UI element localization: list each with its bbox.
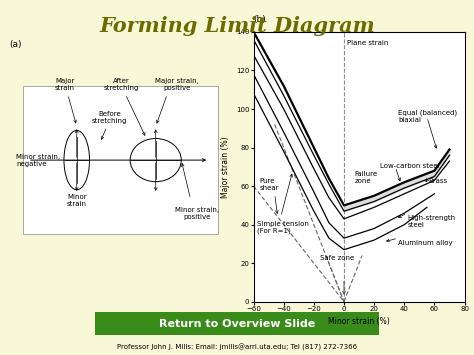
Text: Brass: Brass [428,179,447,184]
Text: (a): (a) [9,40,22,49]
Text: Failure
zone: Failure zone [355,171,378,184]
Text: Return to Overview Slide: Return to Overview Slide [159,319,315,329]
Text: Minor strain,
positive: Minor strain, positive [175,207,219,220]
Text: Pure
shear: Pure shear [260,179,279,191]
Text: Before
stretching: Before stretching [91,111,127,124]
Y-axis label: Major strain (%): Major strain (%) [221,136,230,198]
Text: (b): (b) [254,15,266,24]
Text: Aluminum alloy: Aluminum alloy [398,240,453,246]
Text: Minor
strain: Minor strain [67,194,87,207]
Text: Major
strain: Major strain [55,78,76,123]
Text: Simple tension
(For R=1): Simple tension (For R=1) [256,221,309,234]
Text: Plane strain: Plane strain [347,40,388,46]
X-axis label: Minor strain (%): Minor strain (%) [328,317,390,327]
Text: Major strain,
positive: Major strain, positive [155,78,199,91]
Text: Forming Limit Diagram: Forming Limit Diagram [99,16,375,36]
Text: After
stretching: After stretching [103,78,145,135]
Text: High-strength
steel: High-strength steel [407,215,456,228]
Text: Low-carbon steel: Low-carbon steel [380,163,440,169]
Text: Safe zone: Safe zone [320,256,354,262]
FancyBboxPatch shape [23,86,219,234]
Text: Professor John J. Mills: Email: jmills@arri.uta.edu; Tel (817) 272-7366: Professor John J. Mills: Email: jmills@a… [117,344,357,351]
Text: Equal (balanced)
biaxial: Equal (balanced) biaxial [398,109,457,122]
Text: Minor strain,
negative: Minor strain, negative [16,154,61,166]
